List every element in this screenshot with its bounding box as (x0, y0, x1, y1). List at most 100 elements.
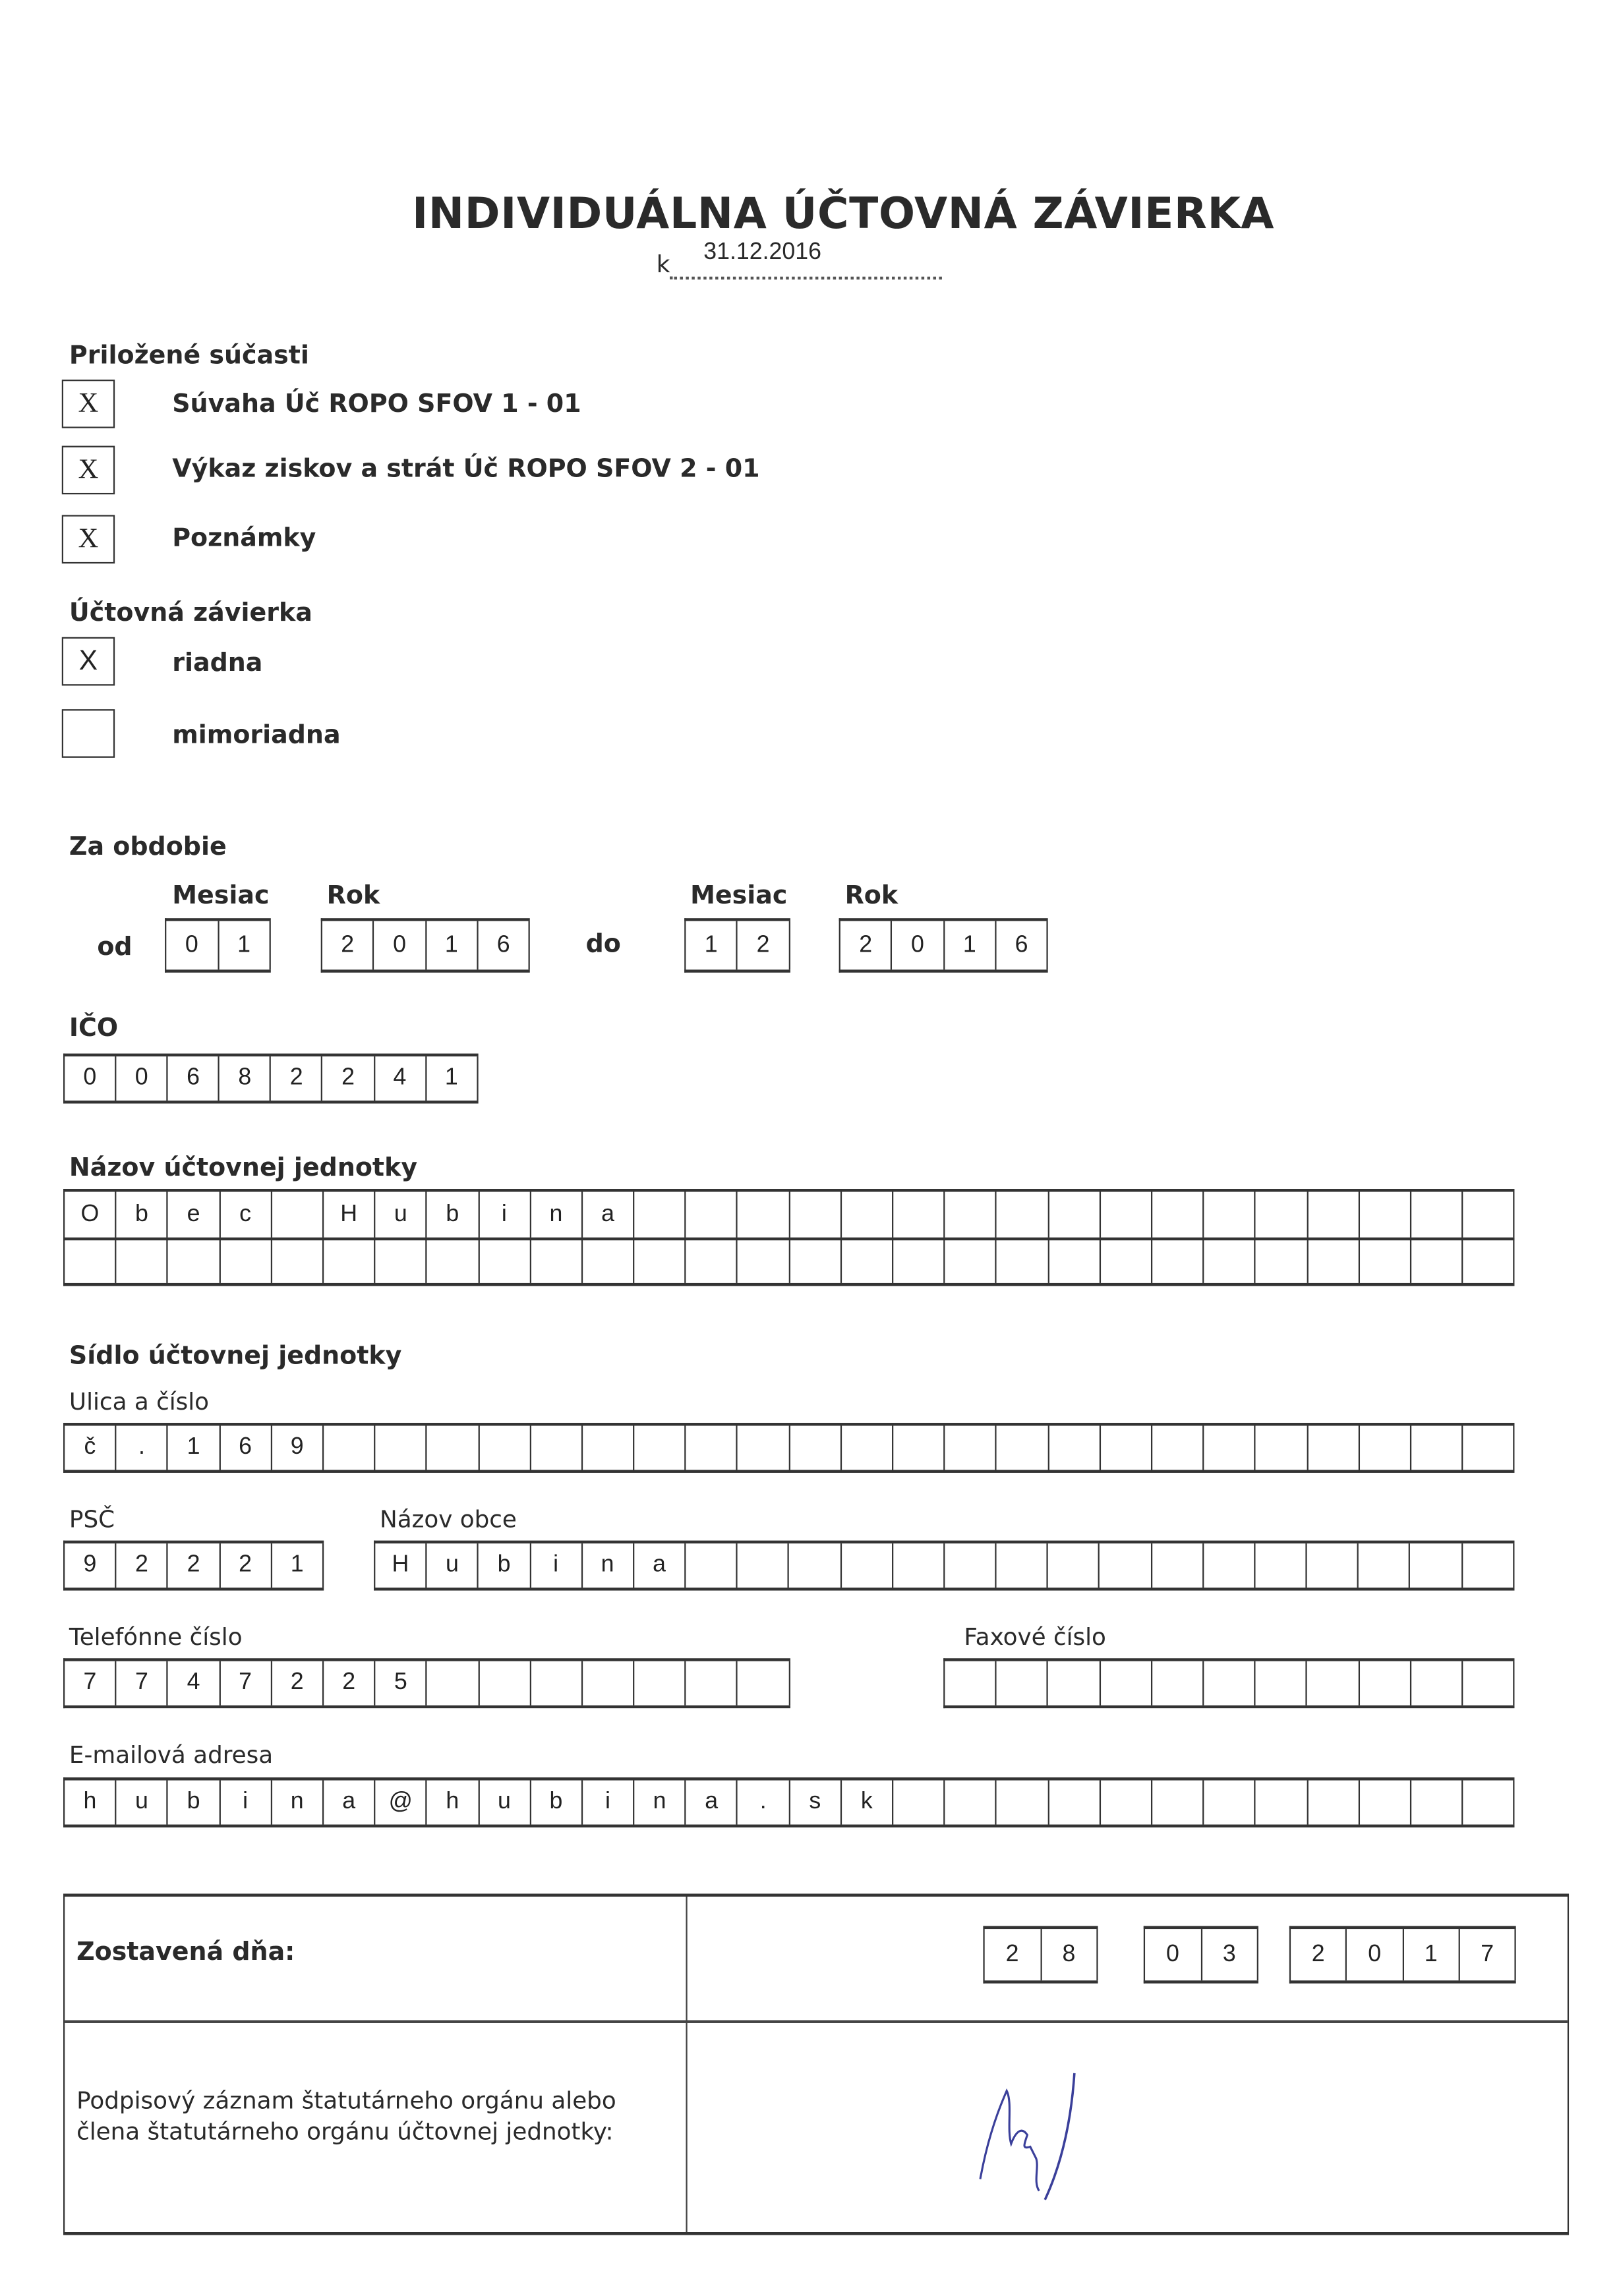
char-cell[interactable]: 1 (272, 1543, 324, 1588)
char-cell[interactable] (790, 1543, 842, 1588)
char-cell[interactable]: 7 (220, 1661, 272, 1706)
char-cell[interactable]: s (790, 1780, 842, 1825)
char-cell[interactable] (168, 1237, 220, 1283)
char-cell[interactable] (1152, 1191, 1204, 1238)
char-cell[interactable] (1359, 1425, 1411, 1470)
char-cell[interactable]: 4 (168, 1661, 220, 1706)
char-cell[interactable] (1411, 1661, 1463, 1706)
char-cell[interactable] (1308, 1425, 1360, 1470)
char-cell[interactable] (738, 1425, 790, 1470)
char-cell[interactable]: u (479, 1780, 531, 1825)
char-cell[interactable]: 1 (427, 921, 479, 970)
char-cell[interactable]: 6 (168, 1056, 220, 1101)
char-cell[interactable]: 4 (374, 1056, 427, 1101)
char-cell[interactable] (686, 1661, 738, 1706)
char-cell[interactable] (117, 1237, 169, 1283)
char-cell[interactable] (997, 1780, 1049, 1825)
char-cell[interactable]: O (65, 1191, 117, 1238)
char-cell[interactable] (945, 1543, 997, 1588)
char-cell[interactable]: 2 (738, 921, 790, 970)
char-cell[interactable]: i (531, 1543, 583, 1588)
char-cell[interactable]: @ (376, 1780, 428, 1825)
char-cell[interactable]: 2 (323, 1056, 375, 1101)
char-cell[interactable] (376, 1237, 428, 1283)
char-cell[interactable] (1359, 1237, 1411, 1283)
char-cell[interactable] (1463, 1191, 1516, 1238)
char-cell[interactable] (1152, 1237, 1204, 1283)
char-cell[interactable]: 2 (272, 1056, 324, 1101)
char-cell[interactable]: 2 (324, 1661, 376, 1706)
char-cell[interactable] (1152, 1661, 1204, 1706)
char-cell[interactable] (1463, 1661, 1515, 1706)
char-cell[interactable]: 2 (1291, 1929, 1347, 1981)
char-cell[interactable] (427, 1237, 479, 1283)
char-cell[interactable] (842, 1237, 894, 1283)
char-cell[interactable] (634, 1661, 686, 1706)
char-cell[interactable] (1204, 1780, 1256, 1825)
char-cell[interactable] (1411, 1543, 1463, 1588)
char-cell[interactable] (65, 1237, 117, 1283)
char-cell[interactable] (893, 1191, 945, 1238)
char-cell[interactable]: 7 (1460, 1929, 1517, 1981)
char-cell[interactable] (1256, 1191, 1308, 1238)
char-cell[interactable] (997, 1191, 1049, 1238)
char-cell[interactable]: a (324, 1780, 376, 1825)
char-cell[interactable] (1100, 1661, 1152, 1706)
char-cell[interactable]: k (842, 1780, 894, 1825)
char-cell[interactable] (1049, 1191, 1101, 1238)
char-cell[interactable] (583, 1237, 635, 1283)
char-cell[interactable]: a (634, 1543, 686, 1588)
char-cell[interactable] (1411, 1780, 1463, 1825)
char-cell[interactable]: b (531, 1780, 583, 1825)
char-cell[interactable] (531, 1661, 583, 1706)
email-field[interactable]: h u b i n a @ h u b i n a. s k (63, 1777, 1516, 1828)
char-cell[interactable] (1256, 1237, 1308, 1283)
char-cell[interactable] (1307, 1543, 1359, 1588)
checkbox-regular[interactable]: X (61, 637, 115, 686)
checkbox-notes[interactable]: X (61, 515, 115, 564)
char-cell[interactable] (842, 1191, 894, 1238)
char-cell[interactable] (479, 1425, 531, 1470)
char-cell[interactable] (1204, 1425, 1256, 1470)
char-cell[interactable] (1152, 1425, 1204, 1470)
char-cell[interactable]: 8 (1042, 1929, 1098, 1981)
char-cell[interactable] (1463, 1425, 1516, 1470)
char-cell[interactable] (272, 1191, 324, 1238)
char-cell[interactable] (1152, 1543, 1204, 1588)
char-cell[interactable] (1101, 1191, 1153, 1238)
char-cell[interactable] (1256, 1780, 1308, 1825)
char-cell[interactable] (1101, 1425, 1153, 1470)
char-cell[interactable] (1048, 1543, 1100, 1588)
char-cell[interactable] (997, 1661, 1049, 1706)
char-cell[interactable]: 1 (427, 1056, 479, 1101)
char-cell[interactable] (790, 1191, 842, 1238)
char-cell[interactable]: 9 (272, 1425, 324, 1470)
char-cell[interactable]: 0 (1145, 1929, 1202, 1981)
char-cell[interactable] (841, 1543, 893, 1588)
char-cell[interactable] (1256, 1661, 1308, 1706)
char-cell[interactable] (1359, 1780, 1411, 1825)
char-cell[interactable]: 0 (117, 1056, 168, 1101)
checkbox-extraordinary[interactable] (61, 709, 115, 758)
char-cell[interactable]: H (375, 1543, 427, 1588)
char-cell[interactable]: 0 (166, 921, 219, 970)
char-cell[interactable] (634, 1191, 686, 1238)
char-cell[interactable] (790, 1425, 842, 1470)
char-cell[interactable] (1411, 1191, 1463, 1238)
char-cell[interactable] (479, 1661, 531, 1706)
char-cell[interactable]: e (168, 1191, 220, 1238)
char-cell[interactable] (945, 1661, 997, 1706)
name-field-row-2[interactable] (63, 1237, 1516, 1286)
char-cell[interactable] (997, 1543, 1049, 1588)
char-cell[interactable] (686, 1237, 738, 1283)
char-cell[interactable] (1359, 1543, 1411, 1588)
char-cell[interactable]: 6 (996, 921, 1049, 970)
char-cell[interactable]: 1 (686, 921, 738, 970)
